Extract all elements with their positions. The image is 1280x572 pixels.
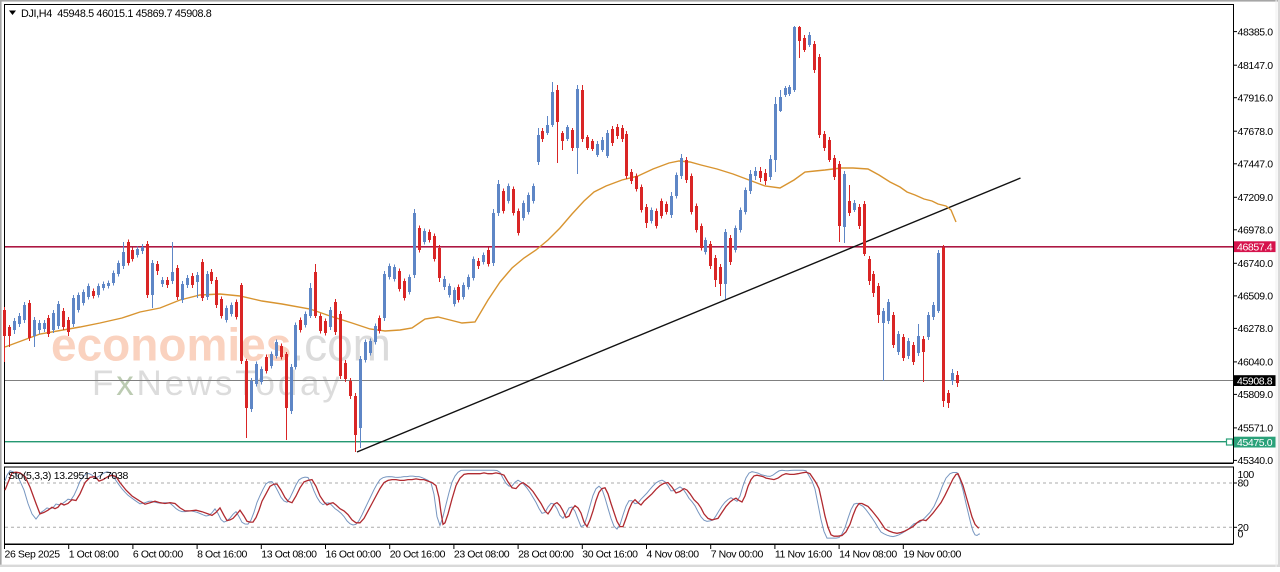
svg-text:20: 20	[1238, 522, 1249, 534]
svg-text:30 Oct 16:00: 30 Oct 16:00	[582, 549, 638, 561]
svg-text:0: 0	[1238, 529, 1244, 541]
svg-text:46040.0: 46040.0	[1238, 357, 1274, 369]
svg-text:8 Oct 16:00: 8 Oct 16:00	[197, 549, 247, 561]
svg-text:Sto(5,3,3) 13.2951 17.7038: Sto(5,3,3) 13.2951 17.7038	[8, 470, 129, 482]
svg-text:FxNewsToday: FxNewsToday	[92, 364, 343, 403]
svg-text:48147.0: 48147.0	[1238, 60, 1274, 72]
svg-text:13 Oct 08:00: 13 Oct 08:00	[261, 549, 317, 561]
svg-text:28 Oct 00:00: 28 Oct 00:00	[518, 549, 574, 561]
svg-text:46857.4: 46857.4	[1237, 241, 1273, 253]
svg-text:16 Oct 00:00: 16 Oct 00:00	[326, 549, 382, 561]
svg-text:47209.0: 47209.0	[1238, 192, 1274, 204]
svg-text:47447.0: 47447.0	[1238, 159, 1274, 171]
svg-text:47916.0: 47916.0	[1238, 92, 1274, 104]
svg-text:46740.0: 46740.0	[1238, 258, 1274, 270]
svg-text:46509.0: 46509.0	[1238, 291, 1274, 303]
svg-text:46978.0: 46978.0	[1238, 225, 1274, 237]
svg-text:26 Sep 2025: 26 Sep 2025	[5, 549, 61, 561]
svg-text:DJI,H4 45948.5 46015.1 45869.: DJI,H4 45948.5 46015.1 45869.7 45908.8	[21, 8, 212, 20]
svg-text:23 Oct 08:00: 23 Oct 08:00	[454, 549, 510, 561]
svg-text:45475.0: 45475.0	[1237, 437, 1273, 449]
svg-text:19 Nov 00:00: 19 Nov 00:00	[903, 549, 961, 561]
svg-text:1 Oct 08:00: 1 Oct 08:00	[69, 549, 119, 561]
svg-text:45571.0: 45571.0	[1238, 423, 1274, 435]
svg-text:7 Nov 00:00: 7 Nov 00:00	[711, 549, 764, 561]
svg-text:11 Nov 16:00: 11 Nov 16:00	[775, 549, 832, 561]
svg-text:46278.0: 46278.0	[1238, 323, 1274, 335]
svg-text:47678.0: 47678.0	[1238, 126, 1274, 138]
svg-text:4 Nov 08:00: 4 Nov 08:00	[647, 549, 700, 561]
svg-text:100: 100	[1238, 469, 1255, 481]
svg-text:80: 80	[1238, 478, 1249, 490]
svg-text:48385.0: 48385.0	[1238, 26, 1274, 38]
svg-text:45908.8: 45908.8	[1237, 375, 1273, 387]
svg-text:14 Nov 08:00: 14 Nov 08:00	[839, 549, 897, 561]
svg-text:45809.0: 45809.0	[1238, 389, 1274, 401]
svg-text:45340.0: 45340.0	[1238, 455, 1274, 467]
svg-text:6 Oct 00:00: 6 Oct 00:00	[133, 549, 183, 561]
svg-text:20 Oct 16:00: 20 Oct 16:00	[390, 549, 446, 561]
